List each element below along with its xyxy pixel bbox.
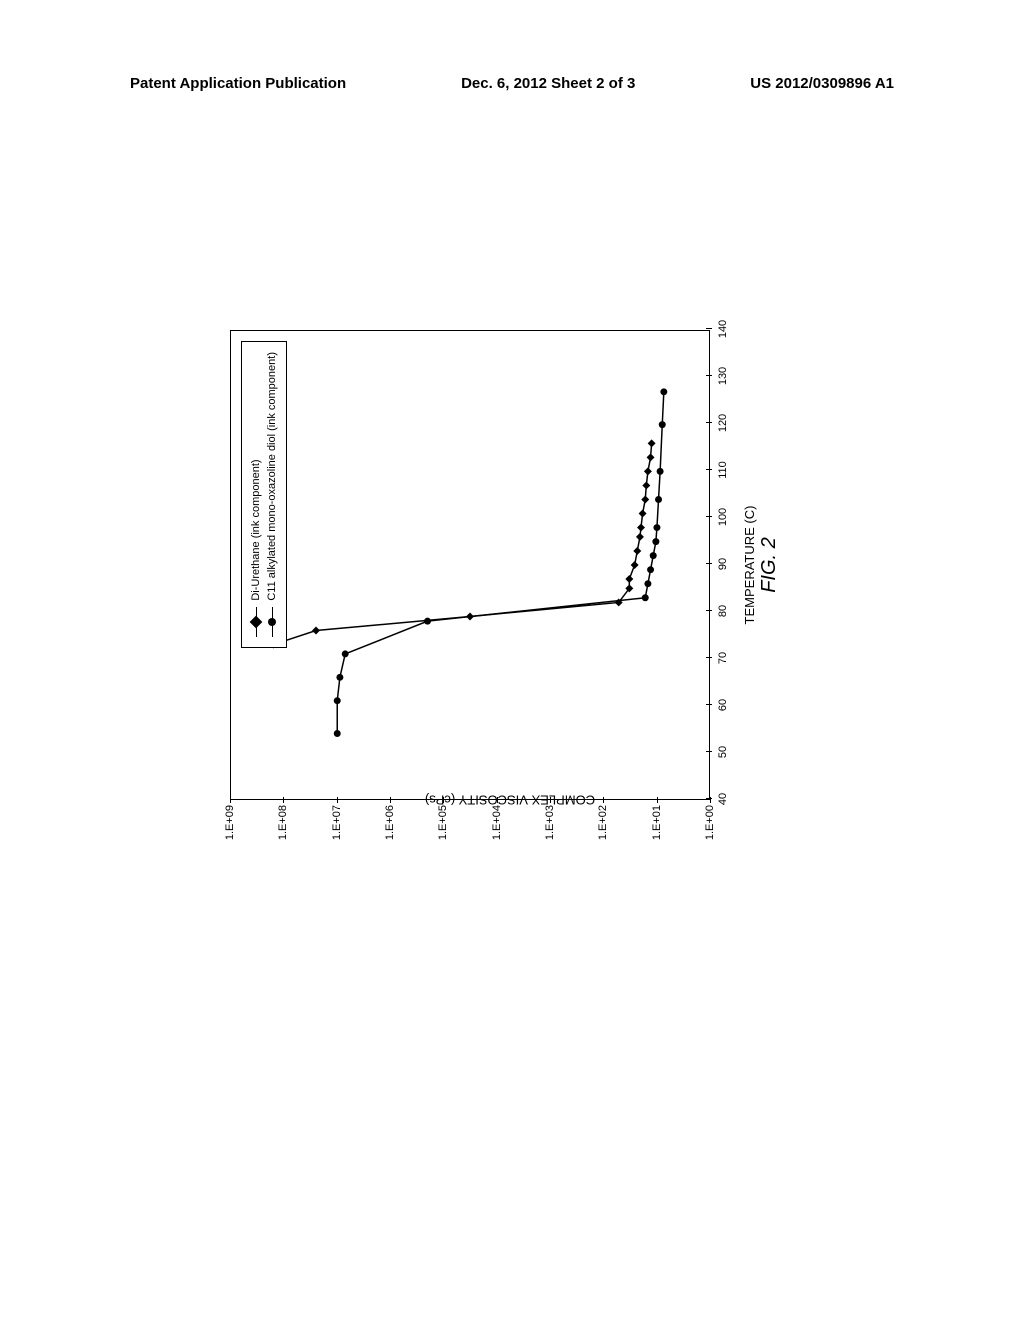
header-left: Patent Application Publication xyxy=(130,75,346,92)
y-tick-label: 1.E+02 xyxy=(597,805,609,855)
header-center: Dec. 6, 2012 Sheet 2 of 3 xyxy=(461,75,635,92)
x-tick-label: 50 xyxy=(717,746,729,758)
y-tick-label: 1.E+06 xyxy=(384,805,396,855)
x-tick-label: 130 xyxy=(717,367,729,385)
x-tick-label: 40 xyxy=(717,793,729,805)
x-tick-label: 120 xyxy=(717,414,729,432)
x-tick-label: 100 xyxy=(717,508,729,526)
figure-label: FIG. 2 xyxy=(758,537,781,593)
chart-legend: Di-Urethane (ink component) C11 alkylate… xyxy=(241,341,287,648)
circle-icon xyxy=(268,618,276,626)
y-tick-label: 1.E+05 xyxy=(437,805,449,855)
x-tick-label: 110 xyxy=(717,461,729,479)
diamond-icon xyxy=(250,615,263,628)
plot-area: Di-Urethane (ink component) C11 alkylate… xyxy=(230,330,710,800)
chart-svg xyxy=(231,331,709,799)
legend-label: Di-Urethane (ink component) xyxy=(250,459,262,600)
y-tick-label: 1.E+01 xyxy=(651,805,663,855)
y-tick-label: 1.E+04 xyxy=(491,805,503,855)
x-tick-label: 60 xyxy=(717,699,729,711)
viscosity-chart: COMPLEX VISCOSITY (cPs) Di-Urethane (ink… xyxy=(230,310,790,870)
y-tick-label: 1.E+03 xyxy=(544,805,556,855)
x-axis-label: TEMPERATURE (C) xyxy=(742,506,757,625)
legend-label: C11 alkylated mono-oxazoline diol (ink c… xyxy=(266,352,278,601)
y-tick-label: 1.E+09 xyxy=(224,805,236,855)
y-tick-label: 1.E+07 xyxy=(331,805,343,855)
legend-line-icon xyxy=(256,607,257,637)
x-tick-label: 140 xyxy=(717,320,729,338)
x-tick-label: 80 xyxy=(717,605,729,617)
x-tick-label: 90 xyxy=(717,558,729,570)
legend-item-oxazoline: C11 alkylated mono-oxazoline diol (ink c… xyxy=(264,352,280,637)
x-tick-label: 70 xyxy=(717,652,729,664)
header-right: US 2012/0309896 A1 xyxy=(750,75,894,92)
y-tick-label: 1.E+08 xyxy=(277,805,289,855)
y-tick-label: 1.E+00 xyxy=(704,805,716,855)
legend-line-icon xyxy=(272,607,273,637)
legend-item-diurethane: Di-Urethane (ink component) xyxy=(248,352,264,637)
